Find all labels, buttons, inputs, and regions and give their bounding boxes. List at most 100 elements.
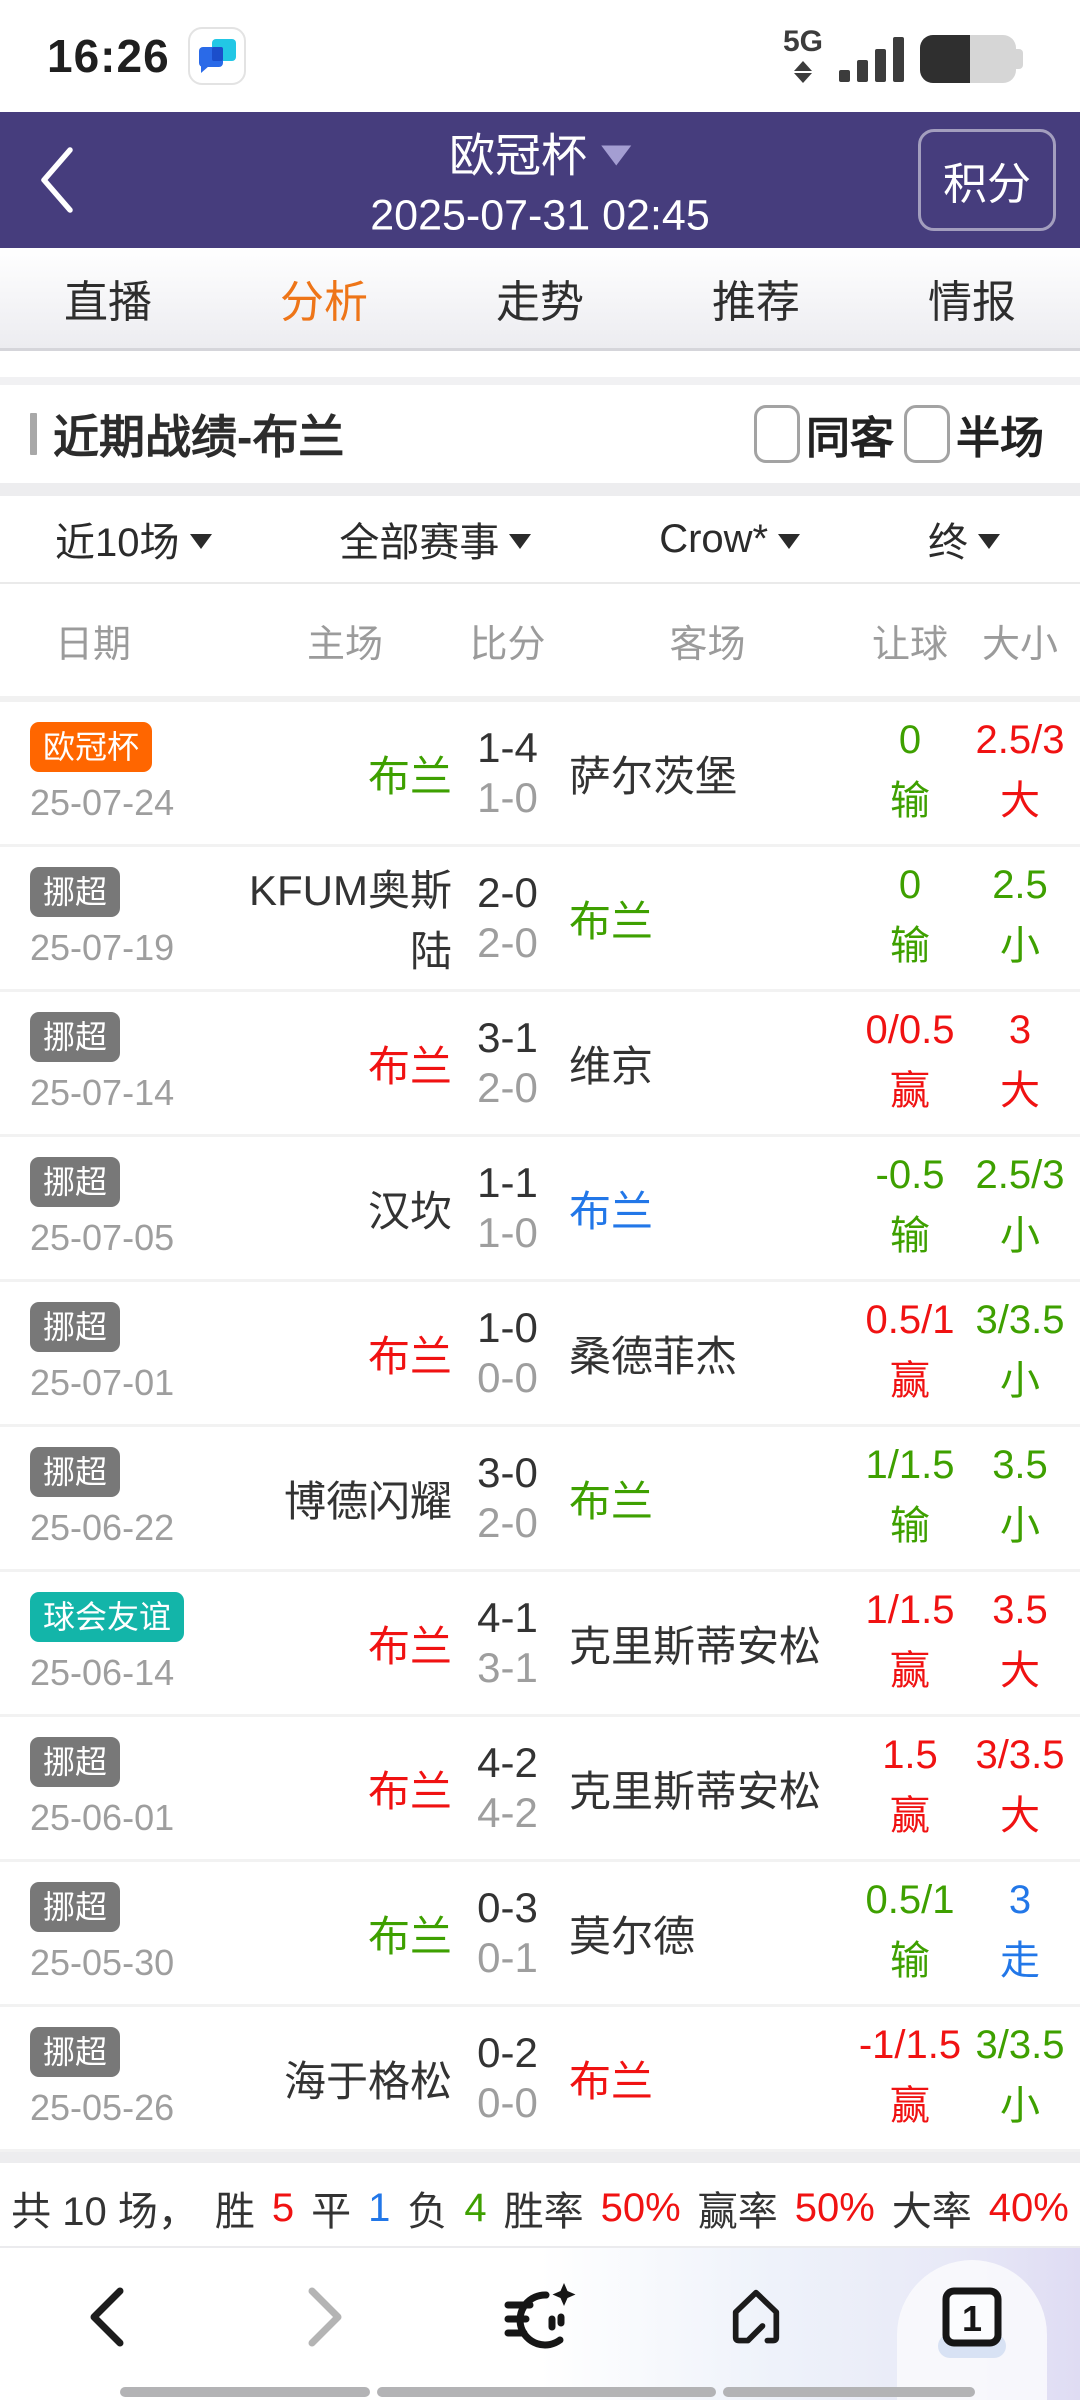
results-table: 欧冠杯 25-07-24 布兰 1-4 1-0 萨尔茨堡 0 输 2.5/3 大…	[0, 702, 1080, 2152]
col-header-home: 主场	[306, 623, 383, 666]
nav-home-button[interactable]	[648, 2248, 864, 2386]
filter-label: 全部赛事	[339, 521, 500, 565]
filter-label: 近10场	[55, 521, 180, 565]
tab[interactable]: 情报	[928, 278, 1016, 327]
overunder-line: 2.5/3	[975, 1153, 1065, 1197]
tab[interactable]: 直播	[64, 278, 152, 327]
score-cell: 1-0 0-0	[460, 1303, 555, 1404]
overunder-cell: 2.5/3 大	[960, 702, 1080, 844]
halftime-score: 4-2	[477, 1789, 538, 1836]
match-date: 25-07-14	[30, 1072, 175, 1113]
half-time-label: 半场	[956, 414, 1044, 463]
col-header-away: 客场	[669, 623, 746, 666]
filter-dropdown[interactable]: 终	[928, 510, 1000, 568]
handicap-result: 输	[890, 924, 930, 968]
back-chevron-icon	[90, 2287, 124, 2347]
overunder-cell: 3/3.5 小	[960, 2007, 1080, 2149]
handicap-cell: 0 输	[860, 702, 960, 844]
tab[interactable]: 推荐	[712, 278, 800, 327]
halftime-score: 0-1	[477, 1934, 538, 1981]
fulltime-score: 0-3	[477, 1883, 538, 1931]
forward-chevron-icon	[308, 2287, 342, 2347]
summary-segment: 大率	[891, 2190, 972, 2234]
table-row[interactable]: 挪超 25-07-14 布兰 3-1 2-0 维京 0/0.5 赢 3 大	[0, 992, 1080, 1137]
filter-label: 终	[927, 521, 968, 565]
overunder-line: 3/3.5	[975, 1733, 1065, 1777]
overunder-line: 3/3.5	[975, 1298, 1065, 1342]
league-badge: 挪超	[30, 1302, 121, 1352]
overunder-line: 3	[1008, 1878, 1032, 1922]
table-row[interactable]: 挪超 25-07-19 KFUM奥斯陆 2-0 2-0 布兰 0 输 2.5 小	[0, 847, 1080, 992]
overunder-line: 3.5	[992, 1588, 1048, 1632]
match-date: 25-07-19	[30, 927, 175, 968]
handicap-cell: 1/1.5 赢	[860, 1572, 960, 1714]
overunder-cell: 2.5 小	[960, 847, 1080, 989]
divider	[0, 483, 1080, 496]
table-row[interactable]: 挪超 25-05-26 海于格松 0-2 0-0 布兰 -1/1.5 赢 3/3…	[0, 2007, 1080, 2152]
quick-access-icon	[504, 2283, 576, 2349]
filter-row: 近10场 全部赛事 Crow* 终	[0, 496, 1080, 584]
overunder-result: 大	[1000, 779, 1040, 823]
summary-segment: 4	[464, 2185, 487, 2230]
network-type-indicator: 5G	[783, 27, 823, 83]
tab-count-icon: 1	[942, 2287, 1002, 2347]
table-row[interactable]: 挪超 25-07-01 布兰 1-0 0-0 桑德菲杰 0.5/1 赢 3/3.…	[0, 1282, 1080, 1427]
handicap-line: 1.5	[882, 1733, 938, 1777]
league-badge: 挪超	[30, 1012, 121, 1062]
overunder-cell: 3.5 小	[960, 1427, 1080, 1569]
away-team: 布兰	[569, 897, 654, 945]
nav-tabs-button[interactable]: 1	[864, 2248, 1080, 2386]
back-button[interactable]	[26, 140, 90, 220]
away-team: 维京	[569, 1042, 654, 1090]
table-row[interactable]: 挪超 25-07-05 汉坎 1-1 1-0 布兰 -0.5 输 2.5/3 小	[0, 1137, 1080, 1282]
table-row[interactable]: 挪超 25-05-30 布兰 0-3 0-1 莫尔德 0.5/1 输 3 走	[0, 1862, 1080, 2007]
league-dropdown[interactable]: 欧冠杯	[370, 120, 710, 186]
handicap-line: 1/1.5	[865, 1443, 955, 1487]
score-cell: 1-1 1-0	[460, 1158, 555, 1259]
battery-icon	[920, 35, 1023, 83]
filter-dropdown[interactable]: Crow*	[659, 517, 801, 562]
home-team: 布兰	[367, 1912, 452, 1960]
summary-row: 共 10 场， 胜 5 平 1 负 4 胜率 50% 赢率 50% 大率 40%	[0, 2152, 1080, 2253]
overunder-result: 大	[1000, 1069, 1040, 1113]
overunder-result: 小	[1000, 1504, 1040, 1548]
tab-count: 1	[962, 2298, 982, 2339]
overunder-cell: 2.5/3 小	[960, 1137, 1080, 1279]
summary-segment: 1	[368, 2185, 391, 2230]
tab[interactable]: 走势	[496, 278, 584, 327]
overunder-line: 3	[1008, 1008, 1032, 1052]
filter-dropdown[interactable]: 近10场	[55, 510, 212, 568]
nav-forward-button[interactable]	[216, 2248, 432, 2386]
league-badge: 挪超	[30, 867, 121, 917]
overunder-cell: 3/3.5 大	[960, 1717, 1080, 1859]
handicap-cell: 1.5 赢	[860, 1717, 960, 1859]
nav-back-button[interactable]	[0, 2248, 216, 2386]
overunder-cell: 3/3.5 小	[960, 1282, 1080, 1424]
table-row[interactable]: 挪超 25-06-22 博德闪耀 3-0 2-0 布兰 1/1.5 输 3.5 …	[0, 1427, 1080, 1572]
handicap-result: 输	[890, 1939, 930, 1983]
half-time-checkbox[interactable]	[904, 405, 950, 463]
match-date: 25-06-22	[30, 1507, 175, 1548]
filter-dropdown[interactable]: 全部赛事	[339, 510, 532, 568]
table-row[interactable]: 球会友谊 25-06-14 布兰 4-1 3-1 克里斯蒂安松 1/1.5 赢 …	[0, 1572, 1080, 1717]
table-row[interactable]: 挪超 25-06-01 布兰 4-2 4-2 克里斯蒂安松 1.5 赢 3/3.…	[0, 1717, 1080, 1862]
tab[interactable]: 分析	[280, 278, 368, 327]
overunder-cell: 3 大	[960, 992, 1080, 1134]
standings-button[interactable]: 积分	[918, 129, 1056, 231]
score-cell: 0-2 0-0	[460, 2028, 555, 2129]
overunder-result: 大	[1000, 1794, 1040, 1838]
messenger-notification-icon	[187, 27, 246, 85]
overunder-result: 小	[1000, 1359, 1040, 1403]
home-team: 布兰	[367, 752, 452, 800]
handicap-line: -1/1.5	[858, 2023, 962, 2067]
back-chevron-icon	[41, 147, 73, 213]
nav-quick-access-button[interactable]	[432, 2248, 648, 2386]
table-row[interactable]: 欧冠杯 25-07-24 布兰 1-4 1-0 萨尔茨堡 0 输 2.5/3 大	[0, 702, 1080, 847]
caret-down-icon	[189, 533, 212, 549]
match-date: 25-07-24	[30, 782, 175, 823]
gesture-bar[interactable]	[0, 2387, 1080, 2397]
overunder-result: 小	[1000, 1214, 1040, 1258]
home-team: 布兰	[367, 1767, 452, 1815]
same-venue-checkbox[interactable]	[754, 405, 800, 463]
fulltime-score: 3-0	[477, 1448, 538, 1496]
